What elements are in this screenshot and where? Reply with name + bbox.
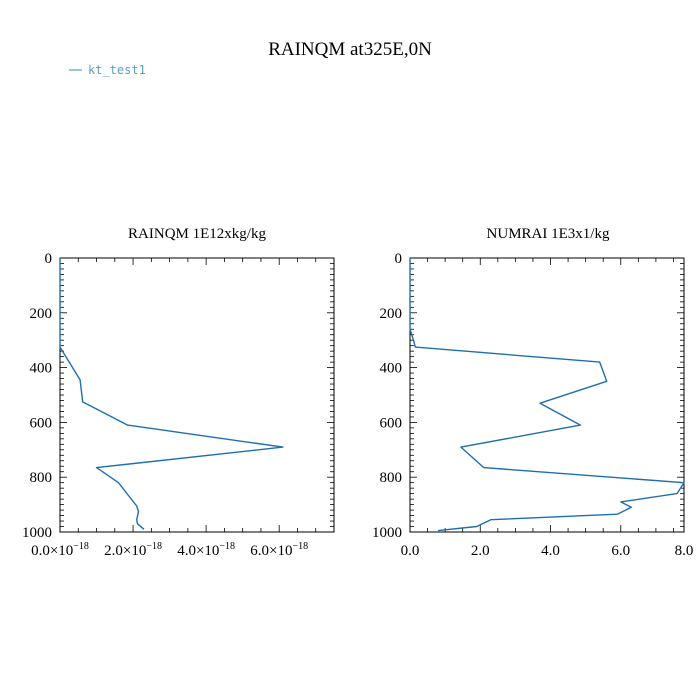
figure-title: RAINQM at325E,0N [268,39,432,60]
plot-frame [409,257,685,533]
x-tick-mantissa: 0.0 [31,543,50,559]
x-tick-times: × [196,543,204,559]
x-tick-label: 0.0 [401,543,420,559]
x-tick-mantissa: 2.0 [104,543,123,559]
x-tick-base: 10 [58,543,73,559]
y-tick-label: 0 [45,251,53,267]
x-tick-mantissa: 2.0 [471,543,490,559]
x-tick-times: × [123,543,131,559]
legend: kt_test1 [69,63,146,77]
x-tick-times: × [269,543,277,559]
y-tick-label: 600 [380,415,403,431]
numrai-panel: NUMRAI 1E3x1/kg 0 200 400 600 800 1000 0.0 2.0 4… [372,226,693,559]
x-tick-exponent: −18 [292,541,308,552]
y-tick-label: 200 [30,306,53,322]
x-tick-exponent: −18 [73,541,89,552]
x-tick-label: 6.0×10−18 [250,541,308,559]
y-tick-label: 0 [395,251,403,267]
legend-label: kt_test1 [88,63,146,77]
panel-title: RAINQM 1E12xkg/kg [128,226,266,242]
rainqm-panel: RAINQM 1E12xkg/kg 020040060080010000.0×1… [22,226,335,559]
plot-frame [59,257,335,533]
x-tick-label: 2.0×10−18 [104,541,162,559]
x-tick-mantissa: 8.0 [675,543,694,559]
x-tick-label: 6.0 [611,543,630,559]
y-tick-label: 800 [30,470,53,486]
x-tick-exponent: −18 [219,541,235,552]
x-tick-base: 10 [204,543,219,559]
x-tick-mantissa: 4.0 [177,543,196,559]
y-tick-label: 800 [380,470,403,486]
y-tick-label: 600 [30,415,53,431]
x-tick-label: 4.0×10−18 [177,541,235,559]
x-tick-base: 10 [131,543,146,559]
y-tick-label: 1000 [22,525,52,541]
y-tick-label: 400 [380,361,403,377]
x-tick-mantissa: 6.0 [250,543,269,559]
x-tick-times: × [50,543,58,559]
y-tick-label: 1000 [372,525,402,541]
x-tick-label: 2.0 [471,543,490,559]
panel-title: NUMRAI 1E3x1/kg [487,226,610,242]
series-line-kt_test1 [409,258,685,532]
x-tick-mantissa: 4.0 [541,543,560,559]
x-tick-exponent: −18 [146,541,162,552]
x-tick-label: 4.0 [541,543,560,559]
x-tick-label: 0.0×10−18 [31,541,89,559]
x-tick-base: 10 [277,543,292,559]
x-tick-label: 8.0 [675,543,694,559]
y-tick-label: 200 [380,306,403,322]
x-tick-mantissa: 0.0 [401,543,420,559]
y-tick-label: 400 [30,361,53,377]
x-tick-mantissa: 6.0 [611,543,630,559]
series-line-kt_test1 [59,258,284,530]
